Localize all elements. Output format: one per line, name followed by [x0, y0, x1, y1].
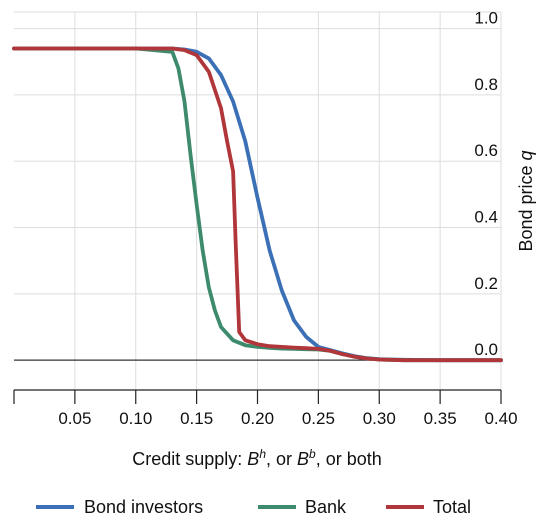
- x-tick-label: 0.10: [119, 409, 152, 428]
- x-tick-label: 0.30: [363, 409, 396, 428]
- legend: Bond investors Bank Total: [36, 497, 471, 514]
- x-axis: 0.05 0.10 0.15 0.20 0.25 0.30 0.35 0.40: [13, 389, 518, 428]
- x-tick-label: 0.25: [302, 409, 335, 428]
- x-axis-title: Credit supply: Bh, or Bb, or both: [132, 447, 382, 469]
- y-tick-label: 1.0: [474, 9, 498, 28]
- x-tick-label: 0.20: [241, 409, 274, 428]
- legend-label-bank: Bank: [305, 497, 347, 514]
- y-axis-title: Bond price q: [516, 150, 536, 251]
- y-tick-label: 0.4: [474, 208, 498, 227]
- x-tick-label: 0.35: [424, 409, 457, 428]
- grid-lines: [14, 11, 502, 390]
- legend-label-bond-investors: Bond investors: [84, 497, 203, 514]
- legend-label-total: Total: [433, 497, 471, 514]
- x-tick-label: 0.05: [58, 409, 91, 428]
- y-tick-label: 0.8: [474, 75, 498, 94]
- y-tick-label: 0.6: [474, 141, 498, 160]
- y-axis: 0.0 0.2 0.4 0.6 0.8 1.0: [474, 9, 498, 360]
- y-tick-label: 0.0: [474, 340, 498, 359]
- x-tick-label: 0.40: [484, 409, 517, 428]
- series-lines: [12, 46, 503, 363]
- series-line-total: [12, 46, 503, 363]
- x-tick-label: 0.15: [180, 409, 213, 428]
- y-tick-label: 0.2: [474, 274, 498, 293]
